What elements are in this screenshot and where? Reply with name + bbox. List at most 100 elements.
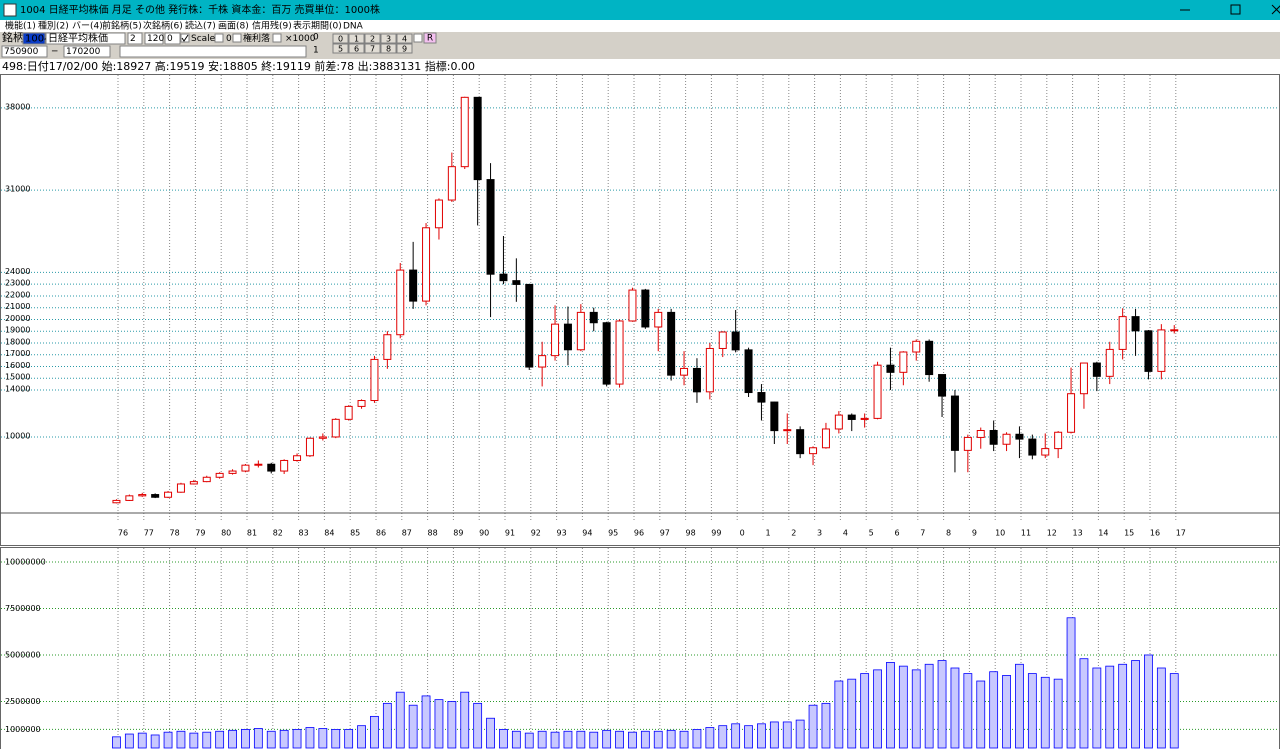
x-tick-label: 95 [608,529,618,538]
maximize-button[interactable] [1230,4,1241,15]
digit-button[interactable] [332,33,349,44]
price-panel [0,74,1280,546]
candle-body [809,447,818,455]
candle-body [744,349,753,394]
digit-label[interactable]: 6 [354,45,359,54]
candle-body [434,199,443,229]
digit-label[interactable]: 4 [402,35,407,44]
digit-button[interactable] [348,33,365,44]
to-combo[interactable] [63,45,111,58]
from-combo[interactable] [1,45,48,58]
r-label[interactable]: R [427,34,433,44]
checkbox[interactable] [214,33,224,43]
candle-body [499,273,508,282]
digit-label[interactable]: 7 [370,45,375,54]
candle-body [1002,433,1011,445]
candle-body [1054,431,1063,450]
input-value: 1200 [147,34,170,44]
checkbox[interactable] [180,33,190,43]
menu-item[interactable]: 前銘柄(5) [102,20,142,32]
digit-label[interactable]: 5 [338,45,343,54]
candle-body [589,311,598,324]
name-box[interactable] [45,32,126,45]
menu-item[interactable]: バー(4) [72,21,103,32]
digit-label[interactable]: 3 [386,35,391,44]
candle-body [628,289,637,322]
menu-item[interactable]: DNA [343,22,364,32]
x-tick-label: 89 [453,529,463,538]
menu-item[interactable]: 機能(1) [5,20,36,32]
candle-body [383,334,392,360]
volume-bar [511,730,521,749]
menu-item[interactable]: 種別(2) [38,21,69,32]
y-tick-label: 2500000 [5,697,41,706]
volume-bar [331,728,341,749]
checkbox[interactable] [413,33,423,43]
digit-button[interactable] [380,43,397,54]
volume-bar [395,691,405,749]
name: 日経平均株価 [48,32,108,45]
volume-bar [228,729,237,749]
checkbox[interactable] [232,33,242,43]
volume-bar [976,680,986,749]
candle-body [473,96,482,181]
volume-bar [137,732,147,749]
x-tick-label: 87 [402,529,412,538]
digit-label[interactable]: 2 [370,35,375,44]
digit-button[interactable] [396,33,413,44]
candle-body [305,437,314,457]
input-box[interactable] [144,32,164,45]
menu-item[interactable]: 読込(7) [185,20,216,32]
candle-body [667,311,676,376]
candle-body [834,414,843,430]
menu-item[interactable]: 次銘柄(6) [143,20,183,32]
candle-body [189,481,198,485]
volume-bar [266,730,276,749]
r-button[interactable] [423,32,437,44]
digit-label[interactable]: 8 [386,45,391,54]
marker: 0 [313,33,319,43]
volume-bar [782,721,792,749]
candle-body [1157,329,1166,372]
candle-body [370,358,379,402]
y-tick-label: 10000 [5,431,30,440]
digit-label[interactable]: 1 [354,35,359,44]
candle-body [1067,393,1076,433]
digit-button[interactable] [364,33,381,44]
menu-item[interactable]: 信用残(9) [252,20,292,32]
menu-item[interactable]: 画面(8) [218,21,249,32]
code-box[interactable] [22,32,46,45]
x-tick-label: 6 [894,529,899,538]
digit-label[interactable]: 0 [338,35,343,44]
candle-body [318,436,327,439]
volume-bar [1169,673,1179,749]
y-tick-label: 10000000 [5,557,46,566]
digit-button[interactable] [332,43,349,54]
x-tick-label: 16 [1150,529,1160,538]
digit-button[interactable] [348,43,365,54]
input-box[interactable] [127,32,143,45]
digit-button[interactable] [396,43,413,54]
checkbox[interactable] [272,33,282,43]
y-tick-label: 22000 [5,290,30,299]
volume-bar [666,729,676,749]
digit-button[interactable] [364,43,381,54]
volume-bar [937,660,947,749]
menu-item[interactable]: 表示期間(0) [293,20,342,32]
scrollbar[interactable] [119,45,307,58]
digit-label[interactable]: 9 [402,45,407,54]
input-value: 0 [167,34,173,44]
y-tick-label: 19000 [5,326,30,335]
volume-bar [1131,660,1140,749]
digit-button[interactable] [380,33,397,44]
x-tick-label: 98 [686,529,696,538]
volume-bar [860,673,870,749]
volume-bar [653,730,663,749]
x-tick-label: 81 [247,529,257,538]
candle-body [796,429,805,455]
volume-bar [873,669,882,749]
volume-panel [0,547,1280,749]
input-box[interactable] [164,32,181,45]
x-tick-label: 94 [582,529,592,538]
